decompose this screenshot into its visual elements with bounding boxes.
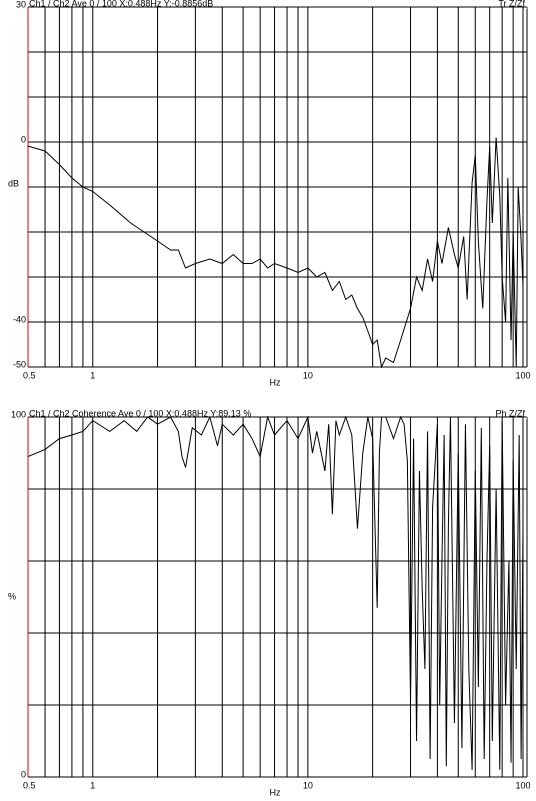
mode-bg xyxy=(493,410,527,419)
chart-title: Ch1 / Ch2 Ave 0 / 100 X:0.488Hz Y:-0.885… xyxy=(29,0,213,8)
x-tick-label: 100 xyxy=(515,370,530,380)
x-tick-label: 0.5 xyxy=(23,370,36,380)
y-tick-label: -40 xyxy=(13,314,26,324)
header-bg xyxy=(28,410,228,419)
y-tick-label: 0 xyxy=(21,769,26,779)
x-tick-label: 100 xyxy=(515,780,530,790)
y-tick-label: 30 xyxy=(16,0,26,9)
x-axis-label: Hz xyxy=(270,787,281,797)
x-tick-label: 10 xyxy=(303,780,313,790)
x-tick-label: 1 xyxy=(90,370,95,380)
y-tick-label: 100 xyxy=(11,409,26,419)
data-line xyxy=(28,137,524,368)
header-bg xyxy=(28,0,228,9)
y-tick-label: 0 xyxy=(21,134,26,144)
mode-label: Tr Z/Zf xyxy=(498,0,525,8)
data-line xyxy=(28,416,524,770)
x-axis-label: Hz xyxy=(270,377,281,387)
mode-label: Ph Z/Zf xyxy=(495,408,525,418)
y-tick-label: -50 xyxy=(13,359,26,369)
y-axis-label: dB xyxy=(8,178,19,188)
x-tick-label: 0.5 xyxy=(23,780,36,790)
x-tick-label: 10 xyxy=(303,370,313,380)
chart-title: Ch1 / Ch2 Coherence Ave 0 / 100 X:0.488H… xyxy=(29,408,251,418)
y-axis-label: % xyxy=(8,591,16,601)
x-tick-label: 1 xyxy=(90,780,95,790)
mode-bg xyxy=(493,0,527,9)
